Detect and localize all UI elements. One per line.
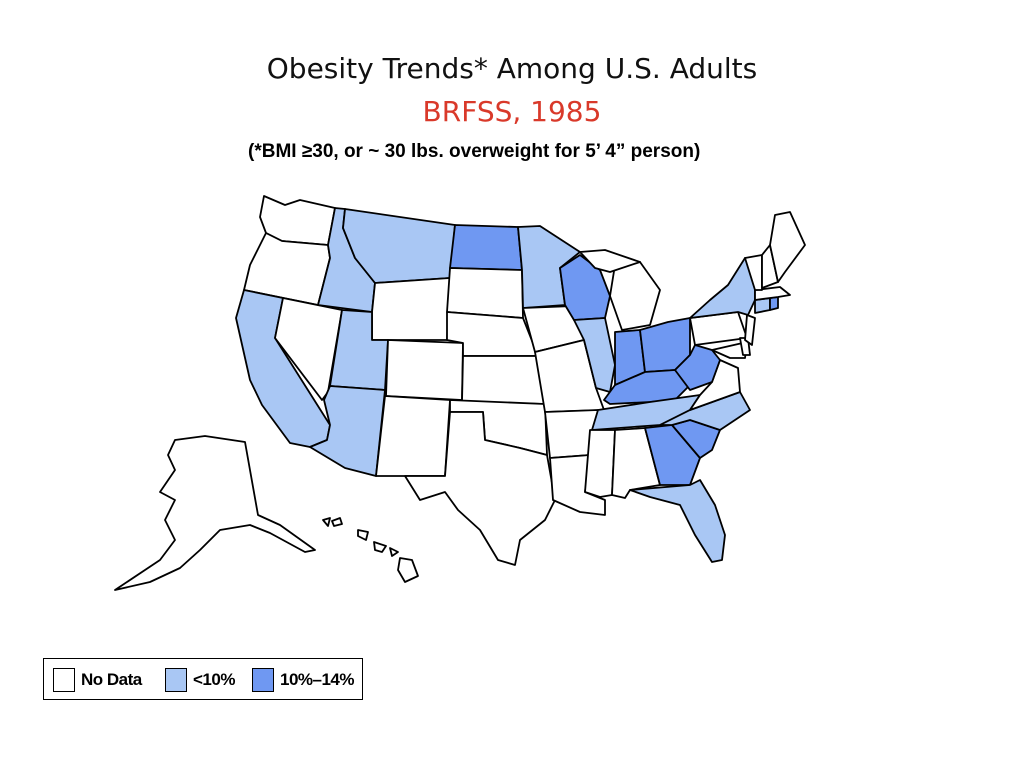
state-nj: [744, 314, 756, 346]
state-vt: [744, 254, 763, 291]
legend-swatch-no-data: [53, 668, 75, 692]
legend-swatch-mid: [252, 668, 274, 692]
state-hi-5: [389, 547, 399, 557]
state-ma: [754, 286, 791, 301]
legend-item-low: <10%: [165, 667, 235, 693]
state-nd: [449, 224, 523, 271]
state-hi-2: [331, 517, 343, 527]
state-mi: [609, 261, 661, 331]
state-wv: [674, 344, 721, 391]
state-hi-1: [322, 517, 331, 527]
state-fl: [629, 479, 726, 563]
legend-item-no-data: No Data: [53, 667, 142, 693]
map-legend: No Data <10% 10%–14%: [43, 658, 363, 700]
state-hi-6: [397, 557, 419, 583]
state-ms: [584, 429, 616, 498]
legend-label: 10%–14%: [280, 670, 355, 689]
state-md: [711, 341, 748, 359]
state-mo: [534, 339, 605, 413]
state-wi: [559, 254, 611, 321]
state-sd: [446, 267, 524, 319]
legend-item-mid: 10%–14%: [252, 667, 355, 693]
state-hi-3: [357, 529, 369, 541]
state-co: [385, 339, 464, 401]
state-ri: [769, 296, 779, 311]
state-mi-upper: [579, 249, 641, 273]
legend-swatch-low: [165, 668, 187, 692]
state-wy: [371, 277, 451, 341]
state-me: [769, 211, 806, 283]
legend-label: <10%: [193, 670, 235, 689]
state-ks: [461, 355, 546, 405]
state-ny: [689, 257, 756, 319]
chart-subtitle: BRFSS, 1985: [422, 95, 602, 128]
legend-label: No Data: [81, 670, 142, 689]
state-nm: [375, 395, 451, 477]
chart-title: Obesity Trends* Among U.S. Adults: [266, 52, 758, 85]
bmi-footnote: (*BMI ≥30, or ~ 30 lbs. overweight for 5…: [248, 141, 701, 162]
state-tx: [404, 411, 556, 566]
state-ak: [114, 435, 316, 591]
state-hi-4: [373, 541, 387, 553]
